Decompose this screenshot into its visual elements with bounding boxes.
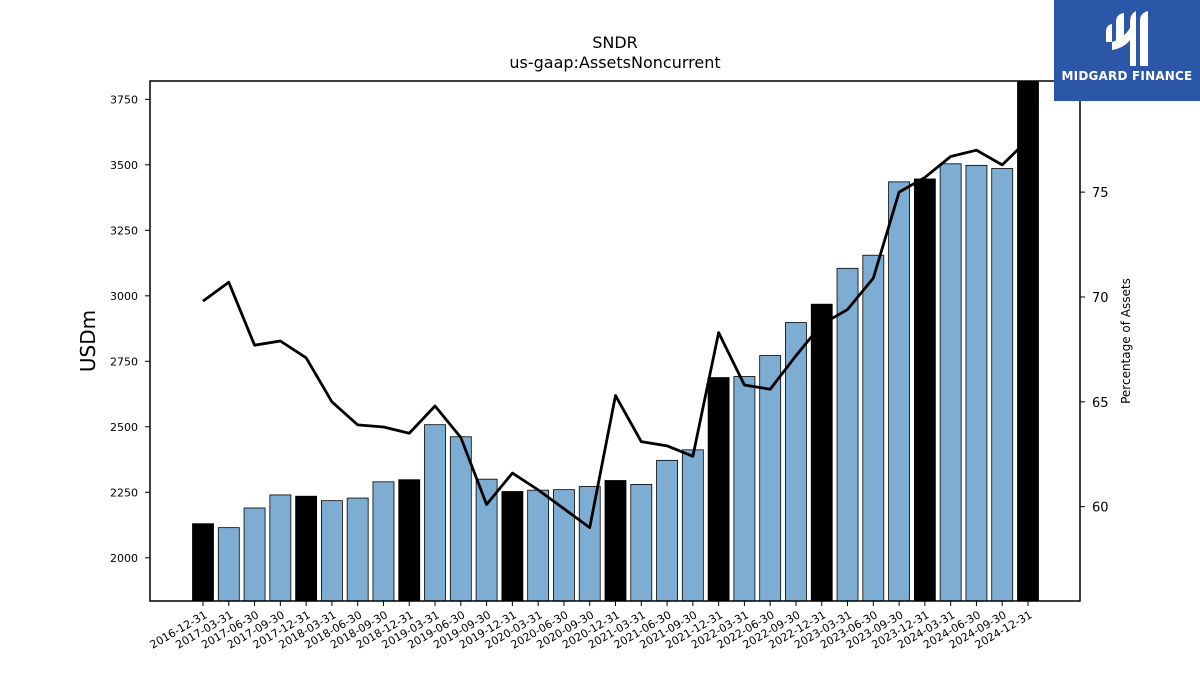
y2-axis: 60 65 70 75 — [1080, 186, 1109, 516]
bar-2017-03-31 — [217, 527, 240, 602]
bar-2021-12-31 — [707, 377, 730, 602]
bar-2018-12-31 — [398, 479, 421, 602]
bar-2021-09-30 — [681, 449, 704, 602]
y-tick-label: 3000 — [110, 290, 138, 303]
bar-2017-09-30 — [269, 494, 292, 602]
logo-mark-icon — [1106, 11, 1148, 66]
bar-2024-09-30 — [991, 168, 1014, 602]
y-tick-label: 2250 — [110, 486, 138, 499]
y2-axis-label: Percentage of Assets — [1119, 278, 1133, 404]
bar-2024-03-31 — [939, 163, 962, 602]
company-logo: MIDGARD FINANCE — [1054, 0, 1200, 101]
bars-group — [192, 80, 1039, 602]
bar-2017-06-30 — [243, 507, 266, 602]
percentage-line — [202, 138, 1029, 530]
bar-2020-03-31 — [527, 489, 550, 602]
bar-2019-06-30 — [449, 436, 472, 602]
bar-2024-06-30 — [965, 164, 988, 602]
bar-2019-12-31 — [501, 491, 524, 602]
bar-2017-12-31 — [295, 495, 318, 602]
bar-2023-03-31 — [836, 267, 859, 602]
y2-tick-label: 65 — [1092, 396, 1109, 411]
y-axis: 2000 2250 2500 2750 3000 3250 3500 3750 — [110, 93, 150, 565]
y-tick-label: 3750 — [110, 93, 138, 106]
y-tick-label: 2750 — [110, 355, 138, 368]
y-tick-label: 3250 — [110, 224, 138, 237]
x-axis: 2016-12-312017-03-312017-06-302017-09-30… — [148, 601, 1035, 652]
percentage-line-group — [202, 138, 1029, 530]
y2-tick-label: 75 — [1092, 186, 1109, 201]
bar-2019-03-31 — [424, 424, 446, 602]
bar-2016-12-31 — [192, 523, 214, 602]
bar-2020-12-31 — [604, 480, 627, 602]
bar-2022-12-31 — [810, 303, 833, 602]
bar-2022-03-31 — [733, 376, 756, 602]
y-tick-label: 2500 — [110, 421, 138, 434]
y-tick-label: 2000 — [110, 552, 138, 565]
chart-title: SNDR — [592, 33, 638, 52]
bar-2018-09-30 — [372, 481, 395, 602]
bar-2022-06-30 — [759, 355, 782, 602]
y2-tick-label: 60 — [1092, 501, 1109, 516]
bar-2023-09-30 — [888, 181, 910, 602]
y2-tick-label: 70 — [1092, 291, 1109, 306]
bar-2020-09-30 — [578, 486, 601, 602]
logo-text: MIDGARD FINANCE — [1061, 69, 1193, 83]
bar-2021-06-30 — [656, 459, 678, 602]
bar-2023-12-31 — [913, 178, 936, 602]
bar-2018-03-31 — [321, 500, 343, 602]
bar-2023-06-30 — [862, 254, 885, 602]
bar-2020-06-30 — [553, 489, 575, 602]
bar-2021-03-31 — [630, 484, 653, 602]
chart-subtitle: us-gaap:AssetsNoncurrent — [509, 53, 720, 72]
y-axis-label: USDm — [76, 310, 100, 372]
bar-2018-06-30 — [346, 497, 369, 602]
y-tick-label: 3500 — [110, 159, 138, 172]
bar-2024-12-31 — [1017, 80, 1039, 602]
